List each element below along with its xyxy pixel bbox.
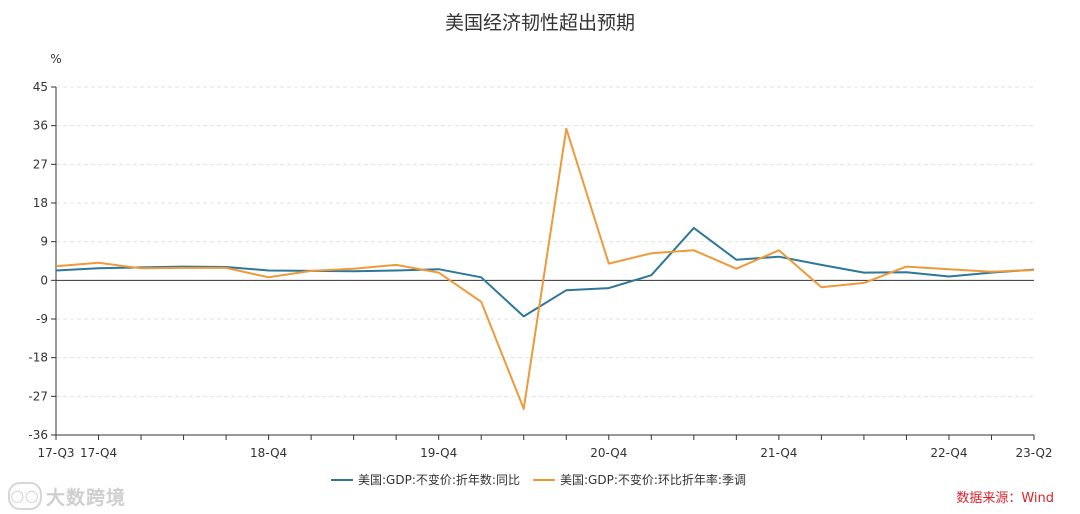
y-tick-label: -27 (28, 389, 48, 403)
y-tick-label: 9 (40, 235, 48, 249)
x-tick-label: 21-Q4 (760, 446, 797, 460)
axes (55, 87, 1034, 436)
data-source-note: 数据来源：Wind (956, 491, 1054, 506)
watermark-logo-icon: ◯◯ (8, 482, 42, 510)
y-tick-label: 45 (33, 80, 48, 94)
x-tick-label: 20-Q4 (590, 446, 627, 460)
x-tick-label: 17-Q4 (80, 446, 117, 460)
y-tick-label: -9 (36, 312, 48, 326)
x-tick-label: 17-Q3 (37, 446, 74, 460)
watermark-text: 大数跨境 (46, 486, 127, 509)
x-tick-label: 19-Q4 (420, 446, 457, 460)
y-axis-ticks: 45 36 27 18 9 0 -9 -18 -27 -36 (28, 80, 56, 442)
legend[interactable]: 美国:GDP:不变价:折年数:同比 美国:GDP:不变价:环比折年率:季调 (331, 472, 746, 487)
y-tick-label: -36 (28, 428, 48, 442)
y-tick-label: -18 (28, 351, 48, 365)
y-tick-label: 18 (33, 196, 48, 210)
y-tick-label: 36 (33, 119, 48, 133)
series-line-2 (55, 127, 1035, 410)
y-tick-label: 27 (33, 157, 48, 171)
x-axis-ticks: 17-Q3 17-Q4 18-Q4 19-Q4 20-Q4 21-Q4 22-Q4 23-Q2 (37, 435, 1053, 460)
chart-title: 美国经济韧性超出预期 (445, 12, 635, 34)
gridlines (56, 86, 1034, 397)
x-tick-label: 22-Q4 (930, 446, 967, 460)
x-tick-label: 18-Q4 (250, 446, 287, 460)
y-axis-unit-label: % (50, 52, 61, 66)
x-tick-label: 23-Q2 (1015, 446, 1052, 460)
watermark-logo: ◯◯ 大数跨境 (8, 482, 126, 510)
legend-label-2: 美国:GDP:不变价:环比折年率:季调 (560, 472, 746, 487)
y-tick-label: 0 (40, 273, 48, 287)
series-lines (55, 127, 1035, 410)
legend-label-1: 美国:GDP:不变价:折年数:同比 (358, 472, 520, 487)
